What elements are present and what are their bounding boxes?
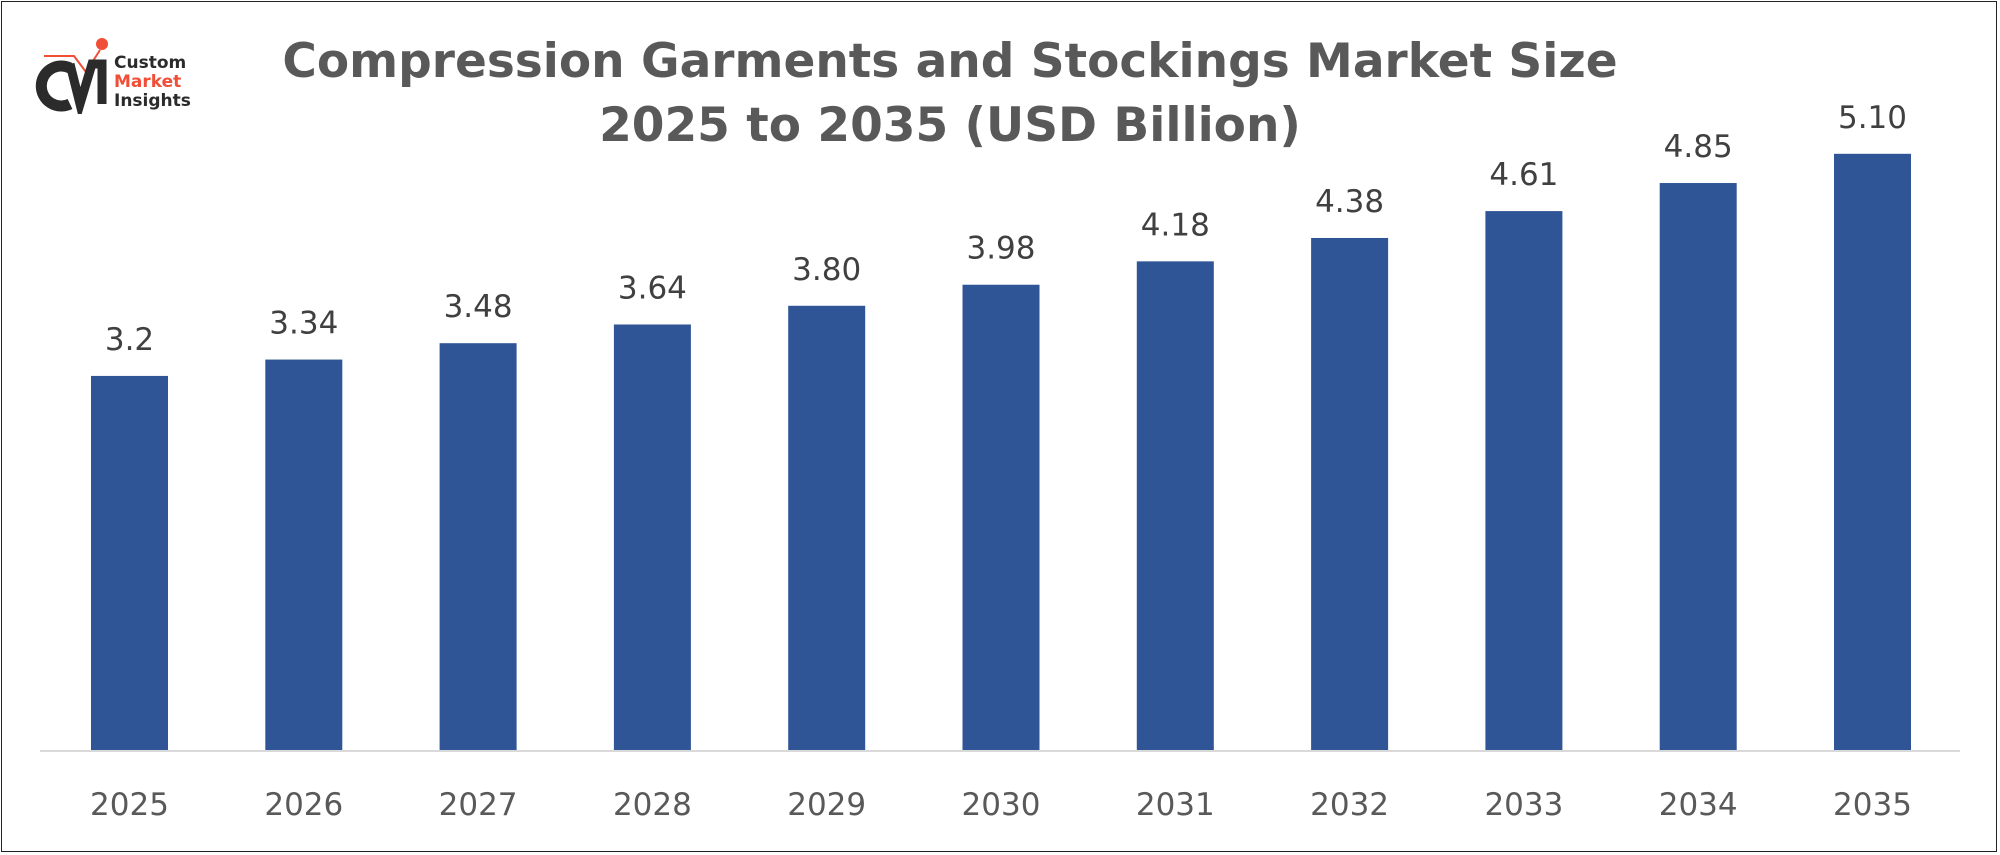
data-label-2031: 4.18: [1141, 207, 1210, 243]
bar-2029: [788, 305, 866, 750]
x-tick-label-2025: 2025: [90, 787, 169, 823]
bar-2025: [91, 375, 168, 750]
bar-2026: [265, 359, 343, 750]
logo-line2: Market: [114, 72, 182, 92]
x-tick-label-2030: 2030: [962, 787, 1041, 823]
data-label-2027: 3.48: [444, 289, 513, 325]
logo: Custom Market Insights: [30, 38, 210, 114]
data-label-2034: 4.85: [1664, 129, 1733, 165]
x-tick-label-2028: 2028: [613, 787, 692, 823]
x-tick-label-2026: 2026: [264, 787, 343, 823]
bar-2030: [962, 284, 1040, 750]
x-tick-label-2027: 2027: [439, 787, 518, 823]
chart-title-line1: Compression Garments and Stockings Marke…: [282, 34, 1618, 89]
data-label-2030: 3.98: [966, 231, 1035, 267]
data-label-2028: 3.64: [618, 270, 687, 306]
x-tick-label-2034: 2034: [1659, 787, 1738, 823]
data-label-2026: 3.34: [269, 306, 338, 342]
bar-2032: [1311, 237, 1389, 750]
data-label-2025: 3.2: [105, 322, 154, 358]
logo-text: Custom Market Insights: [114, 54, 191, 111]
logo-mark-icon: [35, 38, 108, 114]
data-label-2035: 5.10: [1838, 100, 1907, 136]
bar-2027: [439, 343, 517, 750]
x-tick-label-2032: 2032: [1310, 787, 1389, 823]
bar-2031: [1136, 261, 1214, 750]
bar-2035: [1834, 153, 1911, 750]
x-tick-label-2031: 2031: [1136, 787, 1215, 823]
x-tick-label-2033: 2033: [1484, 787, 1563, 823]
logo-line3: Insights: [114, 91, 191, 111]
data-label-2033: 4.61: [1489, 157, 1558, 193]
chart-title-line2: 2025 to 2035 (USD Billion): [599, 98, 1301, 153]
logo-line1: Custom: [114, 53, 187, 73]
data-label-2032: 4.38: [1315, 184, 1384, 220]
x-tick-label-2035: 2035: [1833, 787, 1912, 823]
bar-2028: [613, 324, 691, 750]
chart-title: Compression Garments and Stockings Marke…: [250, 30, 1650, 158]
x-tick-label-2029: 2029: [787, 787, 866, 823]
bar-2034: [1659, 183, 1737, 750]
data-label-2029: 3.80: [792, 252, 861, 288]
bar-2033: [1485, 211, 1563, 750]
